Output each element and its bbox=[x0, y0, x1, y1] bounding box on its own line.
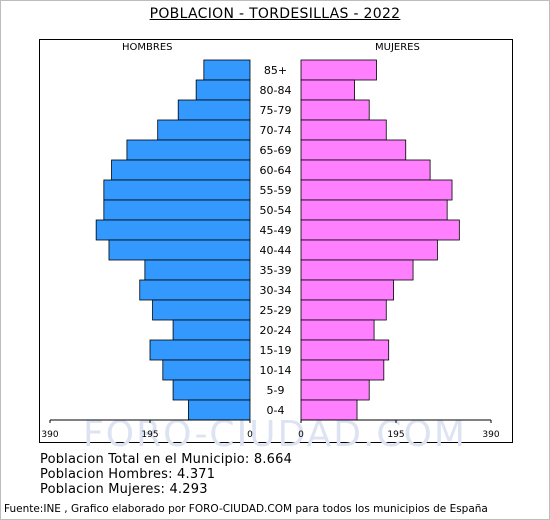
age-label-85+: 85+ bbox=[264, 64, 287, 77]
bar-female-25-29 bbox=[300, 299, 387, 321]
age-label-10-14: 10-14 bbox=[260, 364, 292, 377]
bar-female-0-4 bbox=[300, 399, 358, 421]
age-label-65-69: 65-69 bbox=[260, 144, 292, 157]
bar-male-75-79 bbox=[177, 99, 251, 121]
age-label-35-39: 35-39 bbox=[260, 264, 292, 277]
bar-male-50-54 bbox=[103, 199, 251, 221]
bar-female-20-24 bbox=[300, 319, 375, 341]
age-label-5-9: 5-9 bbox=[267, 384, 285, 397]
age-label-80-84: 80-84 bbox=[260, 84, 292, 97]
tick-female-1: 195 bbox=[387, 430, 404, 440]
bar-female-85+ bbox=[300, 59, 377, 81]
header-female: MUJERES bbox=[375, 42, 420, 53]
male-population: Poblacion Hombres: 4.371 bbox=[40, 467, 216, 482]
bar-female-80-84 bbox=[300, 79, 355, 101]
age-label-30-34: 30-34 bbox=[260, 284, 292, 297]
bar-male-70-74 bbox=[157, 119, 251, 141]
bar-male-30-34 bbox=[139, 279, 251, 301]
chart-title: POBLACION - TORDESILLAS - 2022 bbox=[149, 6, 401, 22]
age-label-20-24: 20-24 bbox=[260, 324, 292, 337]
total-population: Poblacion Total en el Municipio: 8.664 bbox=[40, 452, 293, 467]
header-male: HOMBRES bbox=[122, 42, 173, 53]
age-label-40-44: 40-44 bbox=[260, 244, 292, 257]
bar-male-15-19 bbox=[149, 339, 251, 361]
bar-female-40-44 bbox=[300, 239, 438, 261]
tick-female-0: 0 bbox=[298, 430, 304, 440]
age-label-60-64: 60-64 bbox=[260, 164, 292, 177]
bar-female-75-79 bbox=[300, 99, 370, 121]
bar-female-30-34 bbox=[300, 279, 394, 301]
bar-male-55-59 bbox=[103, 179, 251, 201]
bar-male-10-14 bbox=[162, 359, 251, 381]
bar-male-65-69 bbox=[126, 139, 251, 161]
bar-male-60-64 bbox=[111, 159, 251, 181]
bar-male-40-44 bbox=[108, 239, 251, 261]
bar-female-10-14 bbox=[300, 359, 385, 381]
bar-female-70-74 bbox=[300, 119, 387, 141]
bar-female-60-64 bbox=[300, 159, 431, 181]
age-label-25-29: 25-29 bbox=[260, 304, 292, 317]
female-population: Poblacion Mujeres: 4.293 bbox=[40, 482, 208, 497]
tick-female-2: 390 bbox=[482, 430, 499, 440]
bar-male-25-29 bbox=[152, 299, 251, 321]
bar-female-55-59 bbox=[300, 179, 453, 201]
watermark: FORO-CIUDAD.COM bbox=[83, 414, 467, 455]
age-label-55-59: 55-59 bbox=[260, 184, 292, 197]
tick-male-1: 195 bbox=[141, 430, 158, 440]
bar-male-35-39 bbox=[144, 259, 251, 281]
bar-female-35-39 bbox=[300, 259, 414, 281]
age-label-45-49: 45-49 bbox=[260, 224, 292, 237]
bar-female-5-9 bbox=[300, 379, 370, 401]
bar-male-80-84 bbox=[195, 79, 251, 101]
age-label-50-54: 50-54 bbox=[260, 204, 292, 217]
bar-male-45-49 bbox=[95, 219, 251, 241]
bar-female-15-19 bbox=[300, 339, 390, 361]
age-label-75-79: 75-79 bbox=[260, 104, 292, 117]
bar-male-20-24 bbox=[172, 319, 251, 341]
tick-male-0: 390 bbox=[41, 430, 58, 440]
age-label-70-74: 70-74 bbox=[260, 124, 292, 137]
bar-male-85+ bbox=[203, 59, 251, 81]
bar-female-45-49 bbox=[300, 219, 460, 241]
bar-female-65-69 bbox=[300, 139, 407, 161]
age-label-15-19: 15-19 bbox=[260, 344, 292, 357]
bar-male-5-9 bbox=[172, 379, 251, 401]
bar-male-0-4 bbox=[188, 399, 251, 421]
source-note: Fuente:INE , Grafico elaborado por FORO-… bbox=[4, 503, 488, 515]
bar-female-50-54 bbox=[300, 199, 448, 221]
age-label-0-4: 0-4 bbox=[267, 404, 285, 417]
tick-male-2: 0 bbox=[247, 430, 253, 440]
